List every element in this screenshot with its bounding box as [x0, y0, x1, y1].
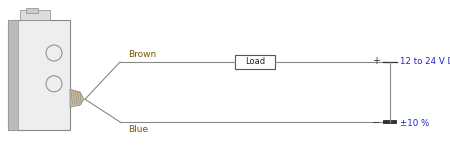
Bar [8, 20, 70, 130]
Text: 12 to 24 V DC: 12 to 24 V DC [400, 57, 450, 66]
Bar [20, 10, 50, 20]
Text: Brown: Brown [128, 50, 156, 59]
Text: Load: Load [245, 57, 265, 66]
Bar [26, 8, 38, 13]
Bar [8, 20, 18, 130]
Polygon shape [70, 89, 84, 107]
Bar [235, 55, 275, 69]
Text: ±10 %: ±10 % [400, 118, 429, 127]
Text: +: + [372, 56, 380, 66]
Text: Blue: Blue [128, 125, 148, 134]
Text: −: − [372, 118, 380, 128]
